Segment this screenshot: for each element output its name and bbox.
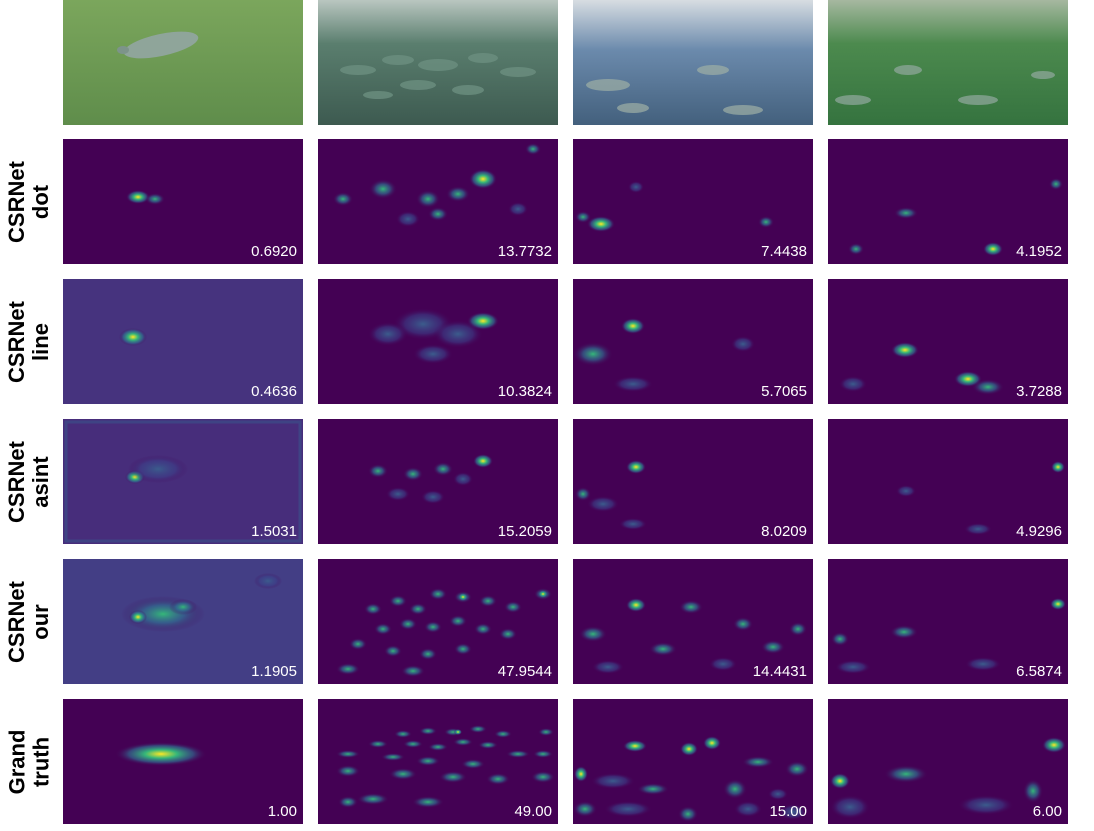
photo-manatee-2 — [318, 0, 558, 125]
heatmap-truth-3: 15.00 — [573, 699, 813, 824]
heatmap-truth-4: 6.00 — [828, 699, 1068, 824]
watermark-logo-icon — [526, 97, 548, 119]
heatmap-line-2: 10.3824 — [318, 279, 558, 404]
ground-truth-count: 49.00 — [514, 803, 552, 820]
heatmap-our-3: 14.4431 — [573, 559, 813, 684]
row-label-csrnet-our: CSRNet our — [4, 580, 53, 663]
predicted-count: 0.4636 — [251, 383, 297, 400]
predicted-count: 14.4431 — [752, 663, 807, 680]
row-label-csrnet-asint: CSRNet asint — [4, 440, 53, 523]
heatmap-truth-2: 49.00 — [318, 699, 558, 824]
photo-manatee-3 — [573, 0, 813, 125]
heatmap-our-2: 47.9544 — [318, 559, 558, 684]
predicted-count: 4.9296 — [1016, 523, 1062, 540]
predicted-count: 47.9544 — [497, 663, 552, 680]
predicted-count: 3.7288 — [1016, 383, 1062, 400]
predicted-count: 1.5031 — [251, 523, 297, 540]
heatmap-asint-1: 1.5031 — [63, 419, 303, 544]
heatmap-dot-2: 13.7732 — [318, 139, 558, 264]
watermark-logo-icon — [781, 97, 803, 119]
heatmap-our-1: 1.1905 — [63, 559, 303, 684]
predicted-count: 0.6920 — [251, 243, 297, 260]
heatmap-asint-2: 15.2059 — [318, 419, 558, 544]
watermark-logo-icon — [271, 97, 293, 119]
heatmap-our-4: 6.5874 — [828, 559, 1068, 684]
row-label-csrnet-line: CSRNet line — [4, 300, 53, 383]
heatmap-asint-3: 8.0209 — [573, 419, 813, 544]
predicted-count: 1.1905 — [251, 663, 297, 680]
photo-manatee-1 — [63, 0, 303, 125]
predicted-count: 8.0209 — [761, 523, 807, 540]
ground-truth-count: 15.00 — [769, 803, 807, 820]
predicted-count: 6.5874 — [1016, 663, 1062, 680]
watermark-logo-icon — [1036, 97, 1058, 119]
ground-truth-count: 1.00 — [267, 803, 297, 820]
heatmap-line-1: 0.4636 — [63, 279, 303, 404]
predicted-count: 10.3824 — [497, 383, 552, 400]
heatmap-truth-1: 1.00 — [63, 699, 303, 824]
row-label-ground-truth: Grand truth — [4, 729, 54, 794]
heatmap-line-3: 5.7065 — [573, 279, 813, 404]
ground-truth-count: 6.00 — [1032, 803, 1062, 820]
heatmap-dot-4: 4.1952 — [828, 139, 1068, 264]
predicted-count: 5.7065 — [761, 383, 807, 400]
heatmap-line-4: 3.7288 — [828, 279, 1068, 404]
predicted-count: 7.4438 — [761, 243, 807, 260]
predicted-count: 4.1952 — [1016, 243, 1062, 260]
heatmap-dot-3: 7.4438 — [573, 139, 813, 264]
heatmap-dot-1: 0.6920 — [63, 139, 303, 264]
heatmap-asint-4: 4.9296 — [828, 419, 1068, 544]
photo-manatee-4 — [828, 0, 1068, 125]
predicted-count: 15.2059 — [497, 523, 552, 540]
predicted-count: 13.7732 — [497, 243, 552, 260]
row-label-csrnet-dot: CSRNet dot — [4, 160, 53, 243]
